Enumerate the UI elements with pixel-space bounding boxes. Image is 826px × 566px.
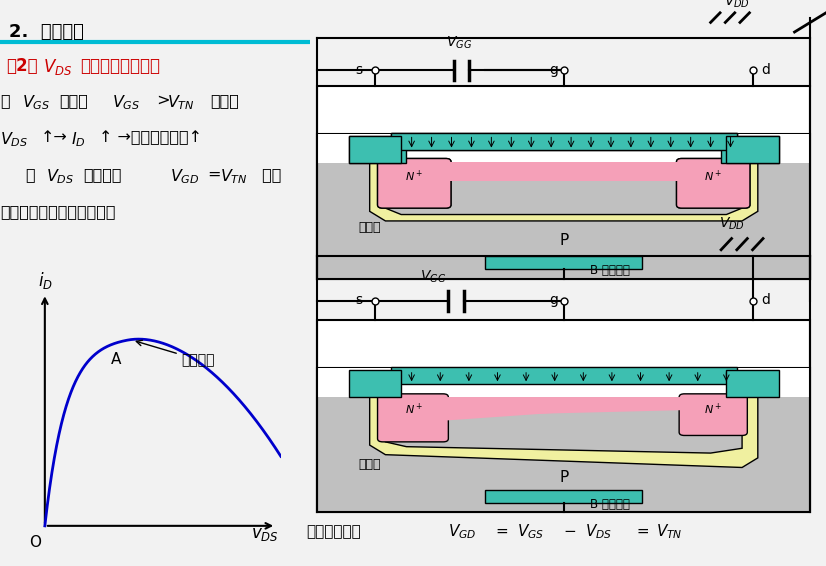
Text: $V_{DS}$: $V_{DS}$: [46, 167, 74, 186]
Text: 2.  工作原理: 2. 工作原理: [9, 23, 84, 41]
Text: $v_{DS}$: $v_{DS}$: [250, 525, 278, 543]
Text: P: P: [559, 470, 568, 484]
Text: $V_{GS}$: $V_{GS}$: [112, 93, 140, 112]
FancyBboxPatch shape: [676, 158, 750, 208]
Text: 耗尽层: 耗尽层: [358, 221, 381, 234]
Text: （2）: （2）: [7, 57, 38, 75]
Text: 对沟道的控制作用: 对沟道的控制作用: [81, 57, 160, 75]
Text: =: =: [207, 167, 221, 182]
FancyBboxPatch shape: [377, 158, 451, 208]
Text: $N^+$: $N^+$: [405, 402, 424, 418]
Text: =: =: [632, 524, 649, 539]
Bar: [317, 368, 810, 397]
Text: $V_{GD}$: $V_{GD}$: [449, 522, 477, 541]
Text: =: =: [496, 524, 508, 539]
Bar: [485, 490, 643, 503]
Text: $V_{GS}$: $V_{GS}$: [516, 522, 544, 541]
FancyBboxPatch shape: [679, 394, 748, 435]
Text: $N^+$: $N^+$: [405, 169, 424, 184]
Bar: [726, 370, 779, 397]
Text: g: g: [548, 293, 558, 307]
Text: O: O: [30, 535, 41, 550]
Text: 耗尽层: 耗尽层: [358, 458, 381, 471]
Bar: [391, 133, 737, 151]
FancyBboxPatch shape: [377, 394, 449, 442]
Bar: [433, 162, 695, 166]
Text: ↑ →沟道电位梯度↑: ↑ →沟道电位梯度↑: [99, 130, 202, 145]
Text: $i_D$: $i_D$: [38, 270, 53, 291]
Polygon shape: [433, 398, 695, 416]
Bar: [317, 135, 810, 278]
Text: P: P: [559, 233, 568, 248]
Text: $V_{GG}$: $V_{GG}$: [420, 269, 446, 285]
Polygon shape: [370, 164, 757, 221]
Bar: [349, 136, 401, 164]
Text: g: g: [548, 63, 558, 76]
Bar: [726, 136, 779, 164]
Bar: [721, 136, 779, 164]
FancyBboxPatch shape: [377, 158, 451, 208]
Text: ↑→: ↑→: [40, 130, 67, 145]
Text: >: >: [152, 93, 170, 109]
Bar: [317, 135, 810, 164]
Text: $N^+$: $N^+$: [704, 169, 723, 184]
Bar: [317, 368, 810, 512]
Text: $V_{GD}$: $V_{GD}$: [170, 167, 200, 186]
Text: 时，: 时，: [257, 167, 282, 182]
Text: s: s: [356, 63, 363, 76]
Bar: [349, 370, 401, 397]
Text: $V_{TN}$: $V_{TN}$: [168, 93, 195, 112]
Text: $V_{DD}$: $V_{DD}$: [719, 216, 744, 232]
Text: 增加到使: 增加到使: [83, 167, 122, 182]
Text: B 衬底引线: B 衬底引线: [590, 264, 630, 277]
Text: $V_{DS}$: $V_{DS}$: [585, 522, 612, 541]
Text: 一定（: 一定（: [59, 93, 88, 109]
Text: 在预夹断处：: 在预夹断处：: [306, 524, 362, 539]
Bar: [485, 256, 643, 269]
Text: $V_{DD}$: $V_{DD}$: [724, 0, 750, 10]
Text: 预夹断点: 预夹断点: [136, 340, 216, 367]
Bar: [317, 87, 810, 278]
Text: s: s: [356, 293, 363, 307]
Text: ）时，: ）时，: [211, 93, 240, 109]
Text: $V_{DS}$: $V_{DS}$: [44, 57, 73, 76]
Text: B 衬底引线: B 衬底引线: [590, 498, 630, 511]
Text: $V_{TN}$: $V_{TN}$: [220, 167, 248, 186]
Text: $I_D$: $I_D$: [71, 130, 86, 149]
Text: 在紧靠漏极处出现预夹断。: 在紧靠漏极处出现预夹断。: [0, 204, 116, 219]
Text: A: A: [111, 352, 121, 367]
Polygon shape: [438, 397, 690, 421]
Text: 当: 当: [25, 167, 35, 182]
Text: −: −: [563, 524, 577, 539]
Text: d: d: [762, 293, 770, 307]
Text: $V_{TN}$: $V_{TN}$: [656, 522, 682, 541]
Text: $N^+$: $N^+$: [704, 402, 723, 418]
FancyBboxPatch shape: [676, 158, 750, 208]
Text: 当: 当: [0, 93, 10, 109]
Polygon shape: [370, 397, 757, 468]
Bar: [438, 162, 690, 181]
Bar: [349, 136, 406, 164]
Bar: [391, 367, 737, 384]
Text: $V_{DS}$: $V_{DS}$: [0, 130, 28, 149]
Text: $V_{GS}$: $V_{GS}$: [21, 93, 50, 112]
Bar: [317, 320, 810, 512]
Text: $V_{GG}$: $V_{GG}$: [446, 35, 472, 52]
Bar: [438, 162, 690, 179]
Text: d: d: [762, 63, 770, 76]
Bar: [391, 133, 737, 151]
